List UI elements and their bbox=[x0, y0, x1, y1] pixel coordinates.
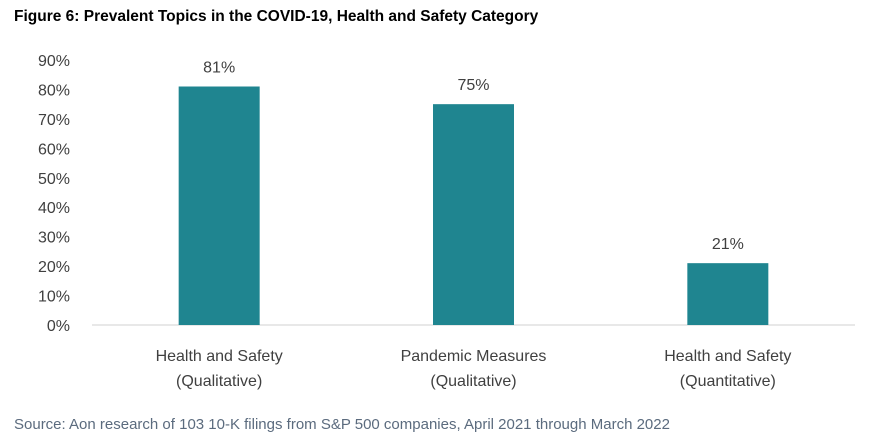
data-label: 21% bbox=[712, 236, 744, 253]
source-note: Source: Aon research of 103 10-K filings… bbox=[14, 416, 670, 433]
x-tick-label: (Quantitative) bbox=[680, 373, 776, 390]
x-tick-label: Health and Safety bbox=[664, 348, 791, 365]
x-tick-label: Health and Safety bbox=[156, 348, 283, 365]
y-tick-label: 10% bbox=[38, 289, 70, 306]
y-tick-label: 0% bbox=[47, 318, 70, 335]
y-tick-label: 60% bbox=[38, 141, 70, 158]
data-label: 81% bbox=[203, 60, 235, 77]
x-tick-label: Pandemic Measures bbox=[401, 348, 547, 365]
y-tick-label: 40% bbox=[38, 200, 70, 217]
y-tick-label: 70% bbox=[38, 112, 70, 129]
y-tick-label: 80% bbox=[38, 82, 70, 99]
x-tick-label: (Qualitative) bbox=[430, 373, 516, 390]
y-tick-label: 20% bbox=[38, 259, 70, 276]
x-tick-label: (Qualitative) bbox=[176, 373, 262, 390]
y-tick-label: 30% bbox=[38, 230, 70, 247]
bar bbox=[687, 263, 769, 325]
y-tick-label: 50% bbox=[38, 171, 70, 188]
data-label: 75% bbox=[457, 77, 489, 94]
bar bbox=[433, 104, 514, 326]
y-tick-label: 90% bbox=[38, 53, 70, 70]
bar bbox=[178, 86, 260, 325]
chart-title: Figure 6: Prevalent Topics in the COVID-… bbox=[14, 8, 539, 25]
